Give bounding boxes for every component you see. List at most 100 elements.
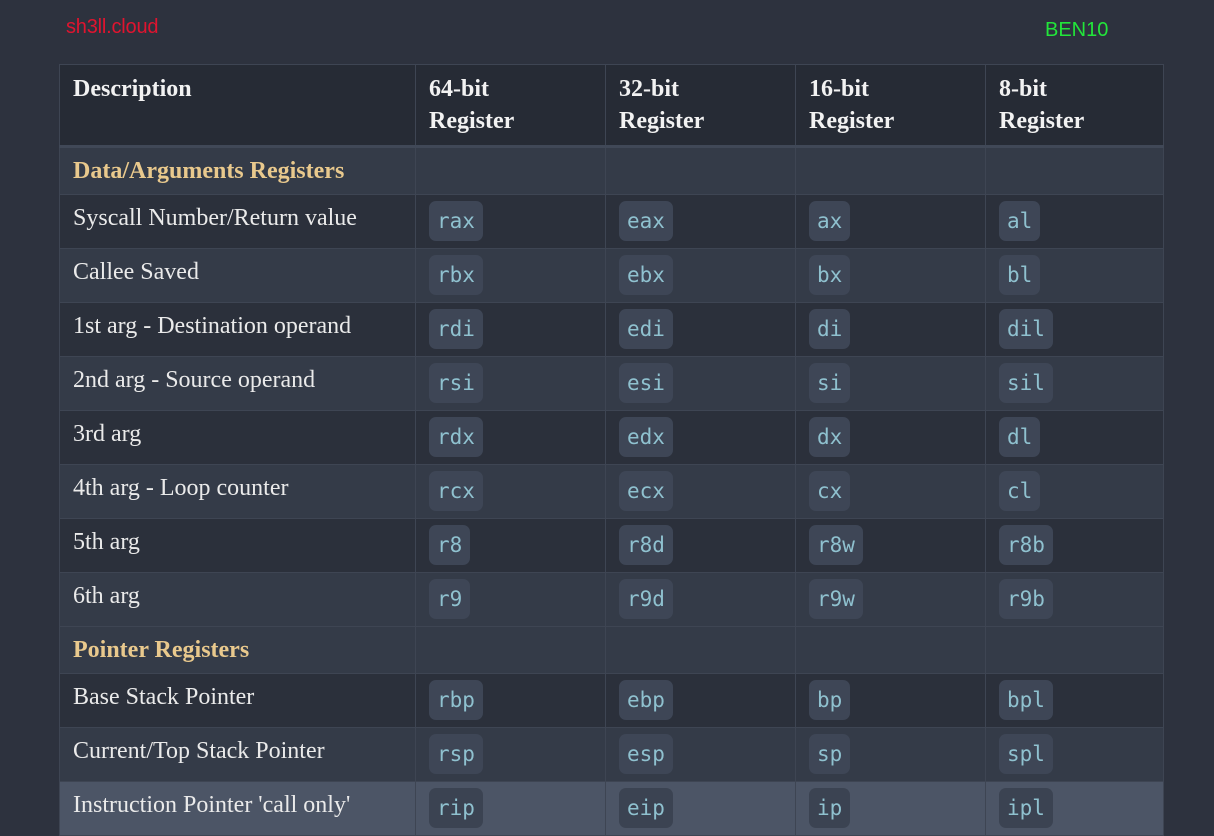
register-description: Syscall Number/Return value	[59, 194, 416, 249]
register-code-16bit: di	[809, 309, 851, 349]
section-empty-cell	[795, 626, 986, 674]
register-cell-8bit: r8b	[985, 518, 1164, 573]
register-cell-32bit: eax	[605, 194, 796, 249]
column-header-16bit: 16-bit Register	[795, 64, 986, 148]
register-cell-32bit: esi	[605, 356, 796, 411]
table-row: 3rd arg rdx edx dx dl	[59, 410, 1164, 465]
register-cell-16bit: bp	[795, 673, 986, 728]
register-code-64bit: rcx	[429, 471, 483, 511]
register-description: Instruction Pointer 'call only'	[59, 781, 416, 836]
register-cell-32bit: r8d	[605, 518, 796, 573]
register-cell-8bit: spl	[985, 727, 1164, 782]
register-code-32bit: eip	[619, 788, 673, 828]
table-row: Instruction Pointer 'call only' rip eip ip i…	[59, 781, 1164, 836]
header-row: Description 64-bit Register 32-bit Registe…	[59, 64, 1164, 148]
table-body: Data/Arguments Registers Syscall Number/R…	[59, 146, 1164, 836]
register-cell-8bit: r9b	[985, 572, 1164, 627]
register-description: 6th arg	[59, 572, 416, 627]
register-cell-8bit: sil	[985, 356, 1164, 411]
column-header-8bit: 8-bit Register	[985, 64, 1164, 148]
register-code-64bit: rsi	[429, 363, 483, 403]
register-cell-64bit: r9	[415, 572, 606, 627]
column-header-64bit: 64-bit Register	[415, 64, 606, 148]
table-row: 6th arg r9 r9d r9w r9b	[59, 572, 1164, 627]
register-description: Current/Top Stack Pointer	[59, 727, 416, 782]
register-cell-64bit: rsi	[415, 356, 606, 411]
register-cell-32bit: ebp	[605, 673, 796, 728]
register-cell-16bit: r9w	[795, 572, 986, 627]
table-row: Base Stack Pointer rbp ebp bp bpl	[59, 673, 1164, 728]
register-cell-16bit: si	[795, 356, 986, 411]
register-code-16bit: r8w	[809, 525, 863, 565]
register-code-64bit: rsp	[429, 734, 483, 774]
register-code-16bit: dx	[809, 417, 851, 457]
register-code-32bit: r8d	[619, 525, 673, 565]
register-cell-16bit: bx	[795, 248, 986, 303]
register-cell-64bit: rbp	[415, 673, 606, 728]
register-code-32bit: ecx	[619, 471, 673, 511]
table-header: Description 64-bit Register 32-bit Registe…	[59, 64, 1164, 148]
register-code-8bit: al	[999, 201, 1041, 241]
register-code-32bit: eax	[619, 201, 673, 241]
register-code-64bit: rdi	[429, 309, 483, 349]
register-code-32bit: r9d	[619, 579, 673, 619]
register-description: Base Stack Pointer	[59, 673, 416, 728]
column-header-32bit: 32-bit Register	[605, 64, 796, 148]
user-name-label: BEN10	[1045, 19, 1109, 41]
register-cell-8bit: al	[985, 194, 1164, 249]
register-cell-64bit: rax	[415, 194, 606, 249]
register-code-32bit: esi	[619, 363, 673, 403]
register-description: 2nd arg - Source operand	[59, 356, 416, 411]
table-row: 2nd arg - Source operand rsi esi si sil	[59, 356, 1164, 411]
table-row: 5th arg r8 r8d r8w r8b	[59, 518, 1164, 573]
register-cell-16bit: ip	[795, 781, 986, 836]
register-code-64bit: r9	[429, 579, 471, 619]
register-code-8bit: bl	[999, 255, 1041, 295]
register-code-64bit: rbx	[429, 255, 483, 295]
register-cell-16bit: r8w	[795, 518, 986, 573]
register-code-16bit: r9w	[809, 579, 863, 619]
register-cell-8bit: bpl	[985, 673, 1164, 728]
register-cell-8bit: dil	[985, 302, 1164, 357]
table-row: Syscall Number/Return value rax eax ax al	[59, 194, 1164, 249]
register-code-64bit: rax	[429, 201, 483, 241]
register-cell-64bit: rdi	[415, 302, 606, 357]
section-row: Pointer Registers	[59, 626, 1164, 674]
register-code-16bit: sp	[809, 734, 851, 774]
register-code-32bit: edi	[619, 309, 673, 349]
register-description: 5th arg	[59, 518, 416, 573]
register-code-8bit: r8b	[999, 525, 1053, 565]
register-code-32bit: ebp	[619, 680, 673, 720]
register-cell-16bit: di	[795, 302, 986, 357]
section-empty-cell	[605, 626, 796, 674]
register-table: Description 64-bit Register 32-bit Registe…	[59, 64, 1164, 836]
site-brand-label: sh3ll.cloud	[66, 16, 159, 38]
section-empty-cell	[985, 146, 1164, 195]
register-code-32bit: edx	[619, 417, 673, 457]
register-code-8bit: spl	[999, 734, 1053, 774]
register-cell-64bit: rsp	[415, 727, 606, 782]
register-code-64bit: rip	[429, 788, 483, 828]
register-cell-16bit: dx	[795, 410, 986, 465]
register-code-16bit: ax	[809, 201, 851, 241]
register-cell-64bit: rdx	[415, 410, 606, 465]
section-empty-cell	[985, 626, 1164, 674]
register-code-32bit: ebx	[619, 255, 673, 295]
section-title: Pointer Registers	[59, 626, 416, 674]
register-code-16bit: bp	[809, 680, 851, 720]
register-cell-16bit: sp	[795, 727, 986, 782]
section-empty-cell	[795, 146, 986, 195]
column-header-description: Description	[59, 64, 416, 148]
register-code-8bit: r9b	[999, 579, 1053, 619]
register-description: Callee Saved	[59, 248, 416, 303]
register-cell-32bit: edx	[605, 410, 796, 465]
section-title: Data/Arguments Registers	[59, 146, 416, 195]
register-cell-64bit: rbx	[415, 248, 606, 303]
register-cell-8bit: dl	[985, 410, 1164, 465]
register-cell-32bit: ecx	[605, 464, 796, 519]
table-row: 4th arg - Loop counter rcx ecx cx cl	[59, 464, 1164, 519]
register-code-8bit: bpl	[999, 680, 1053, 720]
register-code-16bit: ip	[809, 788, 851, 828]
register-cell-8bit: cl	[985, 464, 1164, 519]
register-code-16bit: cx	[809, 471, 851, 511]
